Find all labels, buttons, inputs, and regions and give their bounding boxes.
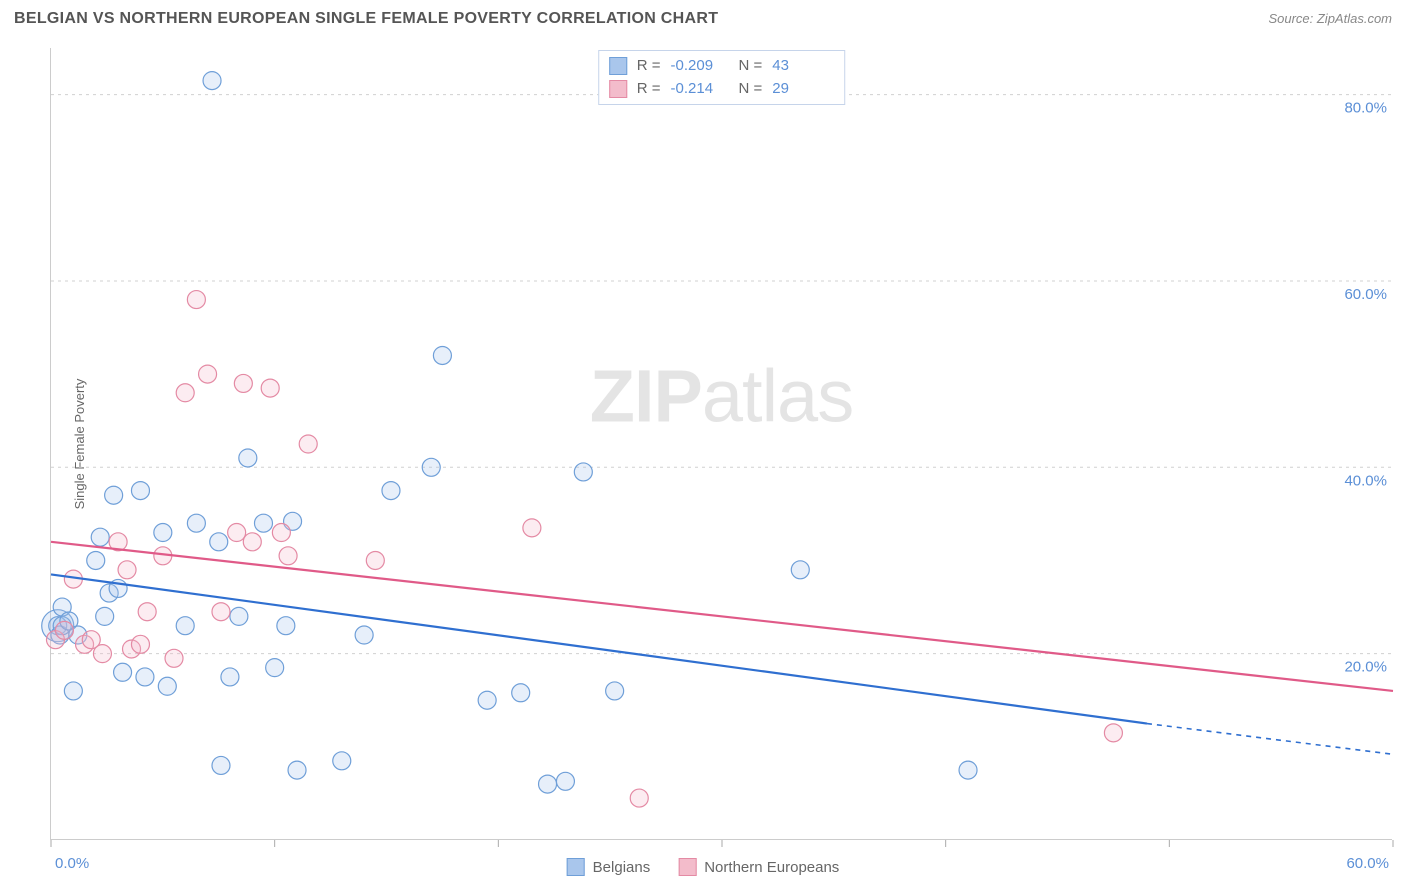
scatter-chart: 20.0%40.0%60.0%80.0%0.0%60.0% xyxy=(51,48,1392,839)
y-tick-label: 80.0% xyxy=(1344,100,1387,117)
y-tick-label: 60.0% xyxy=(1344,286,1387,303)
data-point-belgians xyxy=(221,668,239,686)
data-point-belgians xyxy=(478,691,496,709)
data-point-belgians xyxy=(355,626,373,644)
data-point-northern xyxy=(261,379,279,397)
data-point-belgians xyxy=(239,449,257,467)
legend-swatch-belgians xyxy=(567,858,585,876)
data-point-belgians xyxy=(333,752,351,770)
data-point-northern xyxy=(55,621,73,639)
stat-r-value: -0.209 xyxy=(671,55,729,78)
data-point-belgians xyxy=(64,682,82,700)
data-point-northern xyxy=(299,435,317,453)
data-point-belgians xyxy=(114,663,132,681)
series-legend: Belgians Northern Europeans xyxy=(567,858,840,876)
data-point-belgians xyxy=(131,482,149,500)
data-point-belgians xyxy=(382,482,400,500)
data-point-northern xyxy=(279,547,297,565)
stats-legend: R = -0.209 N = 43 R = -0.214 N = 29 xyxy=(598,50,846,105)
data-point-belgians xyxy=(556,772,574,790)
stat-label-n: N = xyxy=(739,78,763,101)
data-point-northern xyxy=(228,524,246,542)
data-point-belgians xyxy=(212,756,230,774)
data-point-belgians xyxy=(422,458,440,476)
data-point-belgians xyxy=(266,659,284,677)
y-tick-label: 40.0% xyxy=(1344,472,1387,489)
data-point-belgians xyxy=(230,607,248,625)
data-point-belgians xyxy=(210,533,228,551)
data-point-northern xyxy=(212,603,230,621)
data-point-northern xyxy=(234,374,252,392)
data-point-belgians xyxy=(91,528,109,546)
stat-n-value: 29 xyxy=(772,78,830,101)
data-point-northern xyxy=(187,291,205,309)
data-point-northern xyxy=(1104,724,1122,742)
trend-line-northern xyxy=(51,542,1393,691)
stat-n-value: 43 xyxy=(772,55,830,78)
data-point-northern xyxy=(243,533,261,551)
stat-label-r: R = xyxy=(637,78,661,101)
data-point-belgians xyxy=(288,761,306,779)
data-point-northern xyxy=(199,365,217,383)
stat-r-value: -0.214 xyxy=(671,78,729,101)
data-point-northern xyxy=(272,524,290,542)
y-tick-label: 20.0% xyxy=(1344,659,1387,676)
x-tick-label: 0.0% xyxy=(55,855,89,872)
data-point-belgians xyxy=(105,486,123,504)
data-point-belgians xyxy=(791,561,809,579)
data-point-northern xyxy=(176,384,194,402)
data-point-northern xyxy=(118,561,136,579)
data-point-belgians xyxy=(154,524,172,542)
legend-item-belgians: Belgians xyxy=(567,858,651,876)
data-point-northern xyxy=(165,649,183,667)
data-point-belgians xyxy=(136,668,154,686)
data-point-northern xyxy=(366,551,384,569)
data-point-northern xyxy=(93,645,111,663)
data-point-belgians xyxy=(277,617,295,635)
data-point-belgians xyxy=(158,677,176,695)
stats-row-belgians: R = -0.209 N = 43 xyxy=(609,55,831,78)
legend-label: Belgians xyxy=(593,859,651,876)
trend-line-belgians xyxy=(51,574,1147,723)
swatch-northern xyxy=(609,80,627,98)
data-point-belgians xyxy=(959,761,977,779)
source-attribution: Source: ZipAtlas.com xyxy=(1268,11,1392,26)
stats-row-northern: R = -0.214 N = 29 xyxy=(609,78,831,101)
data-point-belgians xyxy=(254,514,272,532)
data-point-belgians xyxy=(606,682,624,700)
stat-label-n: N = xyxy=(739,55,763,78)
data-point-belgians xyxy=(187,514,205,532)
data-point-belgians xyxy=(512,684,530,702)
swatch-belgians xyxy=(609,57,627,75)
x-tick-label: 60.0% xyxy=(1346,855,1389,872)
data-point-northern xyxy=(630,789,648,807)
data-point-belgians xyxy=(96,607,114,625)
stat-label-r: R = xyxy=(637,55,661,78)
data-point-northern xyxy=(523,519,541,537)
data-point-belgians xyxy=(87,551,105,569)
legend-label: Northern Europeans xyxy=(704,859,839,876)
data-point-belgians xyxy=(574,463,592,481)
legend-swatch-northern xyxy=(678,858,696,876)
data-point-belgians xyxy=(176,617,194,635)
data-point-belgians xyxy=(433,346,451,364)
trend-line-dash-belgians xyxy=(1147,724,1393,755)
chart-title: BELGIAN VS NORTHERN EUROPEAN SINGLE FEMA… xyxy=(14,10,718,28)
data-point-belgians xyxy=(203,72,221,90)
data-point-northern xyxy=(131,635,149,653)
data-point-northern xyxy=(138,603,156,621)
plot-area: Single Female Poverty ZIPatlas 20.0%40.0… xyxy=(50,48,1392,840)
data-point-belgians xyxy=(539,775,557,793)
legend-item-northern: Northern Europeans xyxy=(678,858,839,876)
